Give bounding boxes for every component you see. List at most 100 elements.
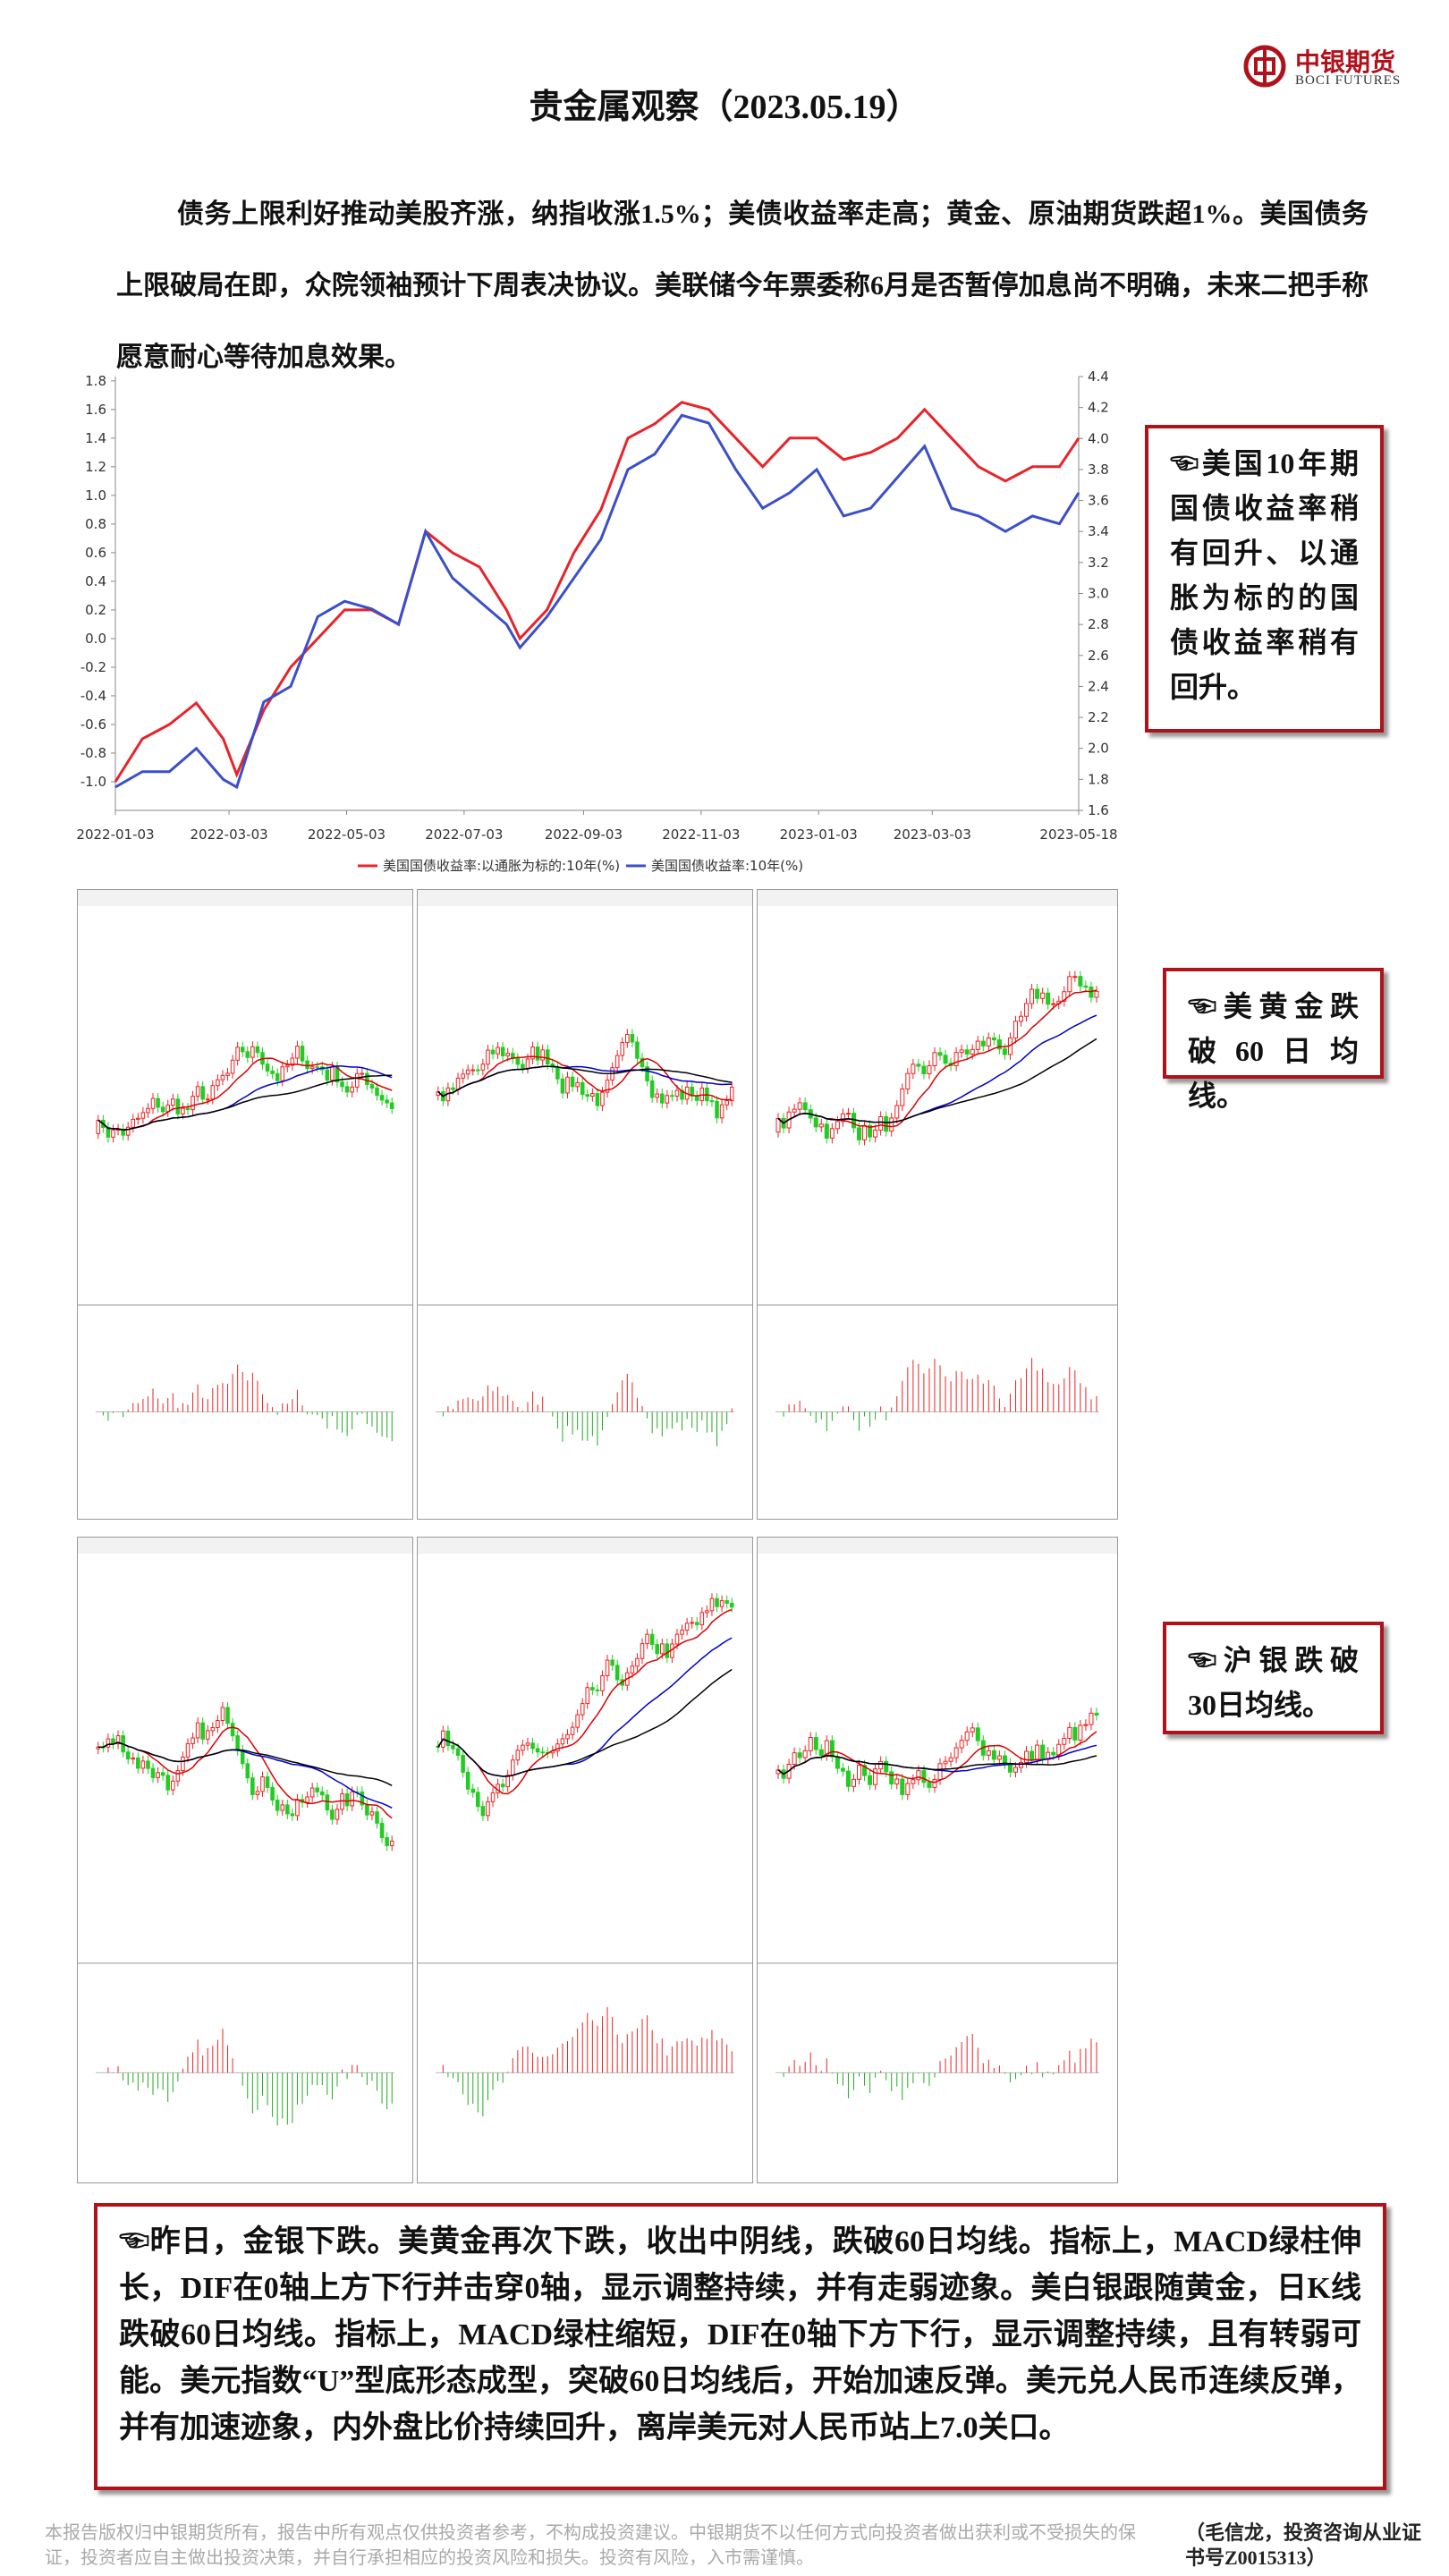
candle (560, 1738, 565, 1745)
candle (1078, 976, 1083, 987)
chart-screenshot (77, 889, 413, 1520)
candle (959, 1049, 964, 1054)
y2-tick-label: 1.6 (1088, 802, 1109, 818)
y2-tick-label: 4.4 (1088, 369, 1109, 385)
candle (729, 1087, 734, 1102)
candle (96, 1746, 101, 1750)
candle (285, 1804, 290, 1815)
candle (630, 1665, 635, 1674)
candle (265, 1063, 270, 1072)
candle (792, 1752, 797, 1765)
candle (275, 1072, 280, 1081)
candle (640, 1057, 645, 1068)
candle (1072, 1726, 1078, 1741)
candle (1013, 1767, 1019, 1773)
x-tick-label: 2022-11-03 (662, 826, 740, 843)
candle (315, 1066, 319, 1069)
moving-average (777, 1038, 1097, 1124)
candle (719, 1600, 724, 1607)
candle (635, 1041, 640, 1059)
candle (975, 1727, 980, 1741)
candle (610, 1659, 614, 1666)
candle (1019, 1015, 1024, 1022)
candle (943, 1055, 948, 1064)
candle (1035, 988, 1040, 999)
panel-header (758, 890, 1117, 906)
candle (932, 1779, 937, 1788)
candle (200, 1086, 205, 1100)
candle (840, 1767, 845, 1772)
candle (1002, 1048, 1007, 1055)
candle (1089, 1712, 1094, 1725)
candle (280, 1804, 285, 1811)
candle (369, 1811, 375, 1816)
candle (175, 1770, 181, 1782)
candle (160, 1106, 165, 1113)
candle (699, 1087, 705, 1101)
candle (369, 1084, 375, 1089)
candle (136, 1117, 140, 1120)
candle (235, 1046, 240, 1061)
candle (515, 1750, 521, 1761)
candle (125, 1126, 131, 1136)
moving-average (97, 1074, 393, 1131)
y-tick-label: 0.2 (85, 602, 106, 618)
candle (792, 1108, 797, 1113)
candle (476, 1069, 480, 1072)
candle (614, 1665, 620, 1681)
candle (851, 1113, 857, 1129)
y2-tick-label: 3.2 (1088, 555, 1109, 571)
moving-average (97, 1741, 393, 1786)
candle (878, 1116, 884, 1131)
candle (365, 1072, 369, 1086)
candle (285, 1064, 290, 1068)
candle (505, 1775, 511, 1788)
candle (851, 1778, 857, 1787)
candle (325, 1794, 330, 1811)
candle (181, 1107, 185, 1114)
candle (660, 1093, 665, 1104)
author: （毛信龙，投资咨询从业证书号Z0015313） (1185, 2521, 1422, 2569)
y2-tick-label: 3.8 (1088, 462, 1109, 478)
candle (250, 1046, 255, 1058)
candle (140, 1112, 146, 1119)
candle (927, 1782, 932, 1788)
candle (699, 1612, 705, 1625)
y2-tick-label: 3.4 (1088, 523, 1109, 539)
candle (521, 1063, 525, 1069)
candle (1019, 1761, 1024, 1768)
candle (813, 1117, 818, 1128)
panel-header (78, 890, 412, 906)
candle (500, 1784, 505, 1788)
candle (840, 1113, 845, 1123)
candle (665, 1095, 670, 1104)
candle (476, 1792, 480, 1808)
candle (1083, 1724, 1089, 1726)
candle (451, 1745, 455, 1750)
candle (305, 1060, 309, 1070)
candle (680, 1089, 684, 1100)
candle (916, 1063, 921, 1067)
candle (295, 1046, 300, 1059)
y-tick-label: 0.0 (85, 631, 106, 647)
candle (674, 1089, 680, 1097)
page-title: 贵金属观察（2023.05.19） (529, 89, 920, 126)
candle (465, 1069, 470, 1075)
candle (185, 1742, 191, 1758)
candle (937, 1052, 943, 1056)
candle (530, 1046, 535, 1060)
candle (455, 1077, 461, 1090)
candle (884, 1116, 889, 1132)
candle (829, 1740, 835, 1758)
candle (195, 1086, 200, 1097)
candle (715, 1100, 719, 1119)
candle (640, 1643, 645, 1659)
candle (900, 1778, 905, 1795)
candle (724, 1600, 729, 1604)
y-tick-label: 0.4 (85, 573, 106, 589)
candle (125, 1751, 131, 1760)
candle (862, 1124, 868, 1140)
candle (715, 1597, 719, 1607)
candle (335, 1809, 340, 1820)
candle (220, 1074, 225, 1080)
